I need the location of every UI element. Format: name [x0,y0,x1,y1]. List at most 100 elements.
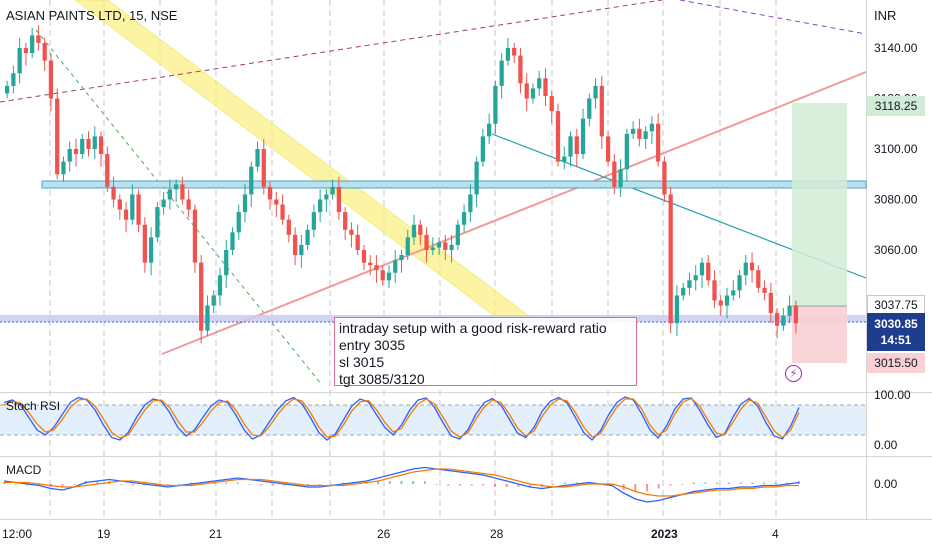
candle-body[interactable] [105,154,110,187]
candle-body[interactable] [530,88,536,99]
green-dashed-trendline[interactable] [35,29,323,386]
candle-body[interactable] [211,295,216,306]
candle-body[interactable] [712,280,717,301]
candle-body[interactable] [731,290,736,296]
candle-body[interactable] [512,48,517,56]
candle-body[interactable] [155,207,160,238]
candle-body[interactable] [593,85,598,99]
candle-body[interactable] [624,133,629,170]
candle-body[interactable] [605,136,611,162]
candle-body[interactable] [280,204,285,220]
candle-body[interactable] [73,149,79,155]
pink-ascending-trendline[interactable] [161,71,867,355]
candle-body[interactable] [656,123,661,162]
candle-body[interactable] [693,275,698,281]
candle-body[interactable] [587,98,592,119]
candle-body[interactable] [180,184,185,200]
candle-body[interactable] [468,194,473,213]
candle-body[interactable] [386,272,392,281]
candle-body[interactable] [286,219,291,235]
candle-body[interactable] [724,295,730,306]
candle-body[interactable] [643,131,648,139]
candle-body[interactable] [549,95,554,112]
candle-body[interactable] [568,136,573,157]
candle-body[interactable] [42,42,47,61]
candle-body[interactable] [330,186,335,195]
candle-body[interactable] [242,194,248,213]
candle-body[interactable] [349,229,354,235]
candle-body[interactable] [111,186,116,200]
candle-body[interactable] [205,305,210,331]
candle-body[interactable] [30,35,35,54]
candle-body[interactable] [756,270,761,288]
symbol-title[interactable]: ASIAN PAINTS LTD, 15, NSE [6,8,178,23]
candle-body[interactable] [48,60,54,99]
candle-body[interactable] [562,156,567,162]
candle-body[interactable] [499,60,504,86]
candle-body[interactable] [612,161,617,187]
candle-body[interactable] [662,161,667,195]
candle-body[interactable] [236,212,241,233]
candle-body[interactable] [555,111,561,162]
candle-body[interactable] [5,85,10,94]
candle-body[interactable] [80,138,85,155]
candle-body[interactable] [186,199,191,210]
resistance-zone[interactable] [41,180,867,189]
candle-body[interactable] [793,305,798,324]
candle-body[interactable] [255,149,260,167]
candle-body[interactable] [130,194,135,220]
candle-body[interactable] [55,98,60,175]
candle-body[interactable] [487,123,492,137]
candle-body[interactable] [98,136,104,155]
candle-body[interactable] [380,270,385,281]
candle-body[interactable] [311,212,316,230]
candle-body[interactable] [117,199,122,210]
candle-body[interactable] [762,287,767,293]
candle-body[interactable] [161,199,166,208]
time-axis[interactable]: 12:00 19 21 26 28 2023 4 [2,527,779,541]
candle-body[interactable] [668,194,673,324]
candle-body[interactable] [599,85,604,137]
candle-body[interactable] [36,35,41,43]
candle-body[interactable] [224,250,229,276]
candle-body[interactable] [192,209,198,263]
candle-body[interactable] [230,232,235,250]
candle-body[interactable] [317,199,323,213]
candle-body[interactable] [148,237,154,263]
candle-body[interactable] [774,313,780,326]
lightning-icon[interactable]: ⚡ [785,365,802,382]
candle-body[interactable] [405,237,410,256]
candle-body[interactable] [249,166,254,195]
candle-body[interactable] [768,292,773,314]
candle-body[interactable] [355,234,360,250]
candle-body[interactable] [493,85,498,124]
candlestick-series[interactable] [5,25,798,344]
candle-body[interactable] [424,234,429,250]
candle-body[interactable] [706,262,711,281]
candle-body[interactable] [393,260,398,273]
candle-body[interactable] [142,224,147,263]
candle-body[interactable] [674,295,680,324]
target-zone[interactable] [792,103,847,306]
macd-title[interactable]: MACD [6,463,42,477]
candle-body[interactable] [267,186,273,200]
candle-body[interactable] [455,224,460,245]
candle-body[interactable] [787,305,792,316]
candle-body[interactable] [630,128,636,134]
candle-body[interactable] [217,275,223,296]
candle-body[interactable] [480,136,486,162]
stoch-rsi-title[interactable]: Stoch RSI [6,399,61,413]
candle-body[interactable] [92,136,97,149]
stop-zone[interactable] [792,306,847,363]
candle-body[interactable] [324,194,329,200]
candle-body[interactable] [343,212,348,230]
candle-body[interactable] [17,48,22,74]
candle-body[interactable] [737,275,742,291]
candle-body[interactable] [11,73,16,86]
candle-body[interactable] [368,262,373,266]
purple-dashed-trendline[interactable] [679,0,867,35]
candle-body[interactable] [430,247,435,250]
candle-body[interactable] [274,199,279,205]
candle-body[interactable] [749,262,755,271]
candle-body[interactable] [687,280,692,288]
